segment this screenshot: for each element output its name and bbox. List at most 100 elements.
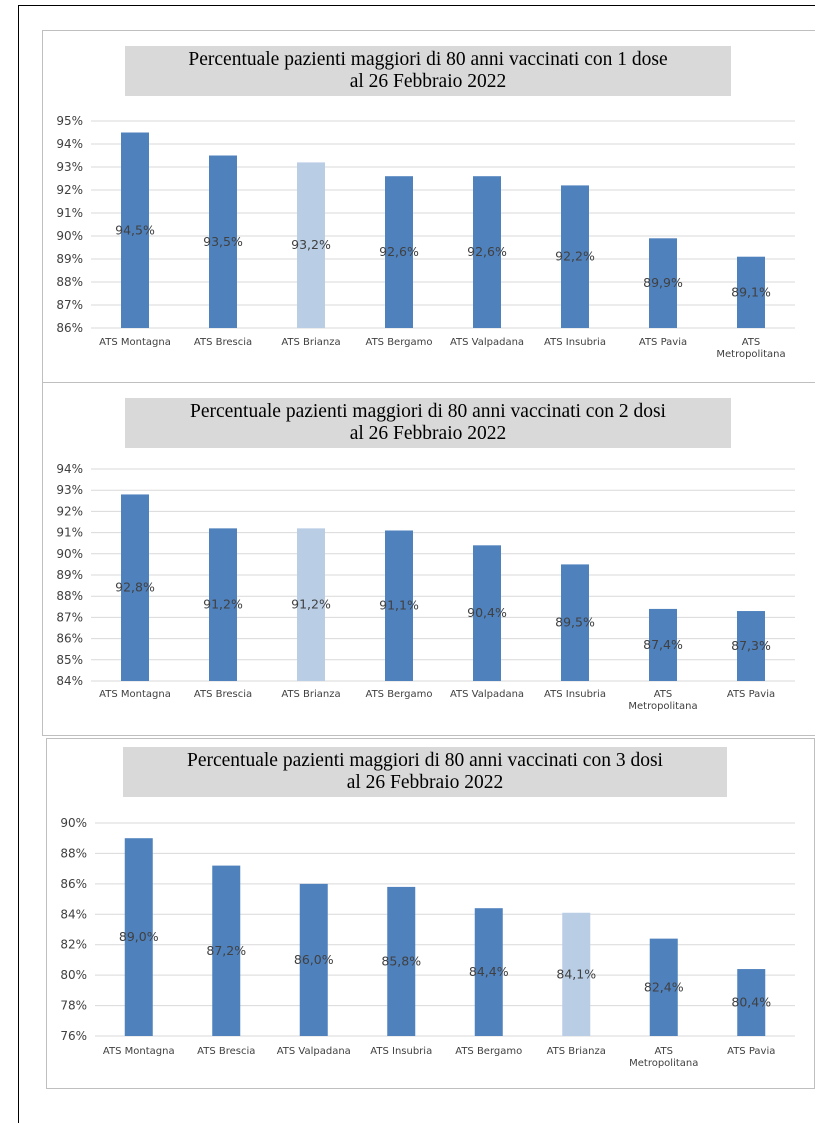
category-label: ATS Valpadana	[450, 337, 524, 348]
bar-chart-1-dose: 86% 87% 88% 89% 90% 91% 92% 93% 94% 95% 94,5% ATS M…	[56, 114, 795, 360]
category-label: Metropolitana	[629, 1058, 698, 1069]
chart-title-line-2: al 26 Febbraio 2022	[349, 71, 507, 92]
y-tick-label: 91%	[56, 526, 83, 540]
category-label: ATS Brescia	[194, 337, 252, 348]
data-label: 86,0%	[294, 952, 334, 967]
y-tick-label: 89%	[56, 568, 83, 582]
data-label: 91,2%	[291, 597, 331, 612]
bar	[387, 886, 416, 1036]
y-tick-label: 91%	[56, 206, 83, 220]
chart-title: Percentuale pazienti maggiori di 80 anni…	[125, 46, 731, 96]
category-label: ATS Pavia	[639, 337, 687, 348]
data-label: 92,6%	[467, 244, 507, 259]
bar	[561, 185, 589, 328]
category-label: ATS Brescia	[194, 689, 252, 700]
chart-panel-2-dosi: Percentuale pazienti maggiori di 80 anni…	[42, 382, 815, 736]
data-label: 91,2%	[203, 597, 243, 612]
data-label: 90,4%	[467, 605, 507, 620]
y-tick-label: 87%	[56, 610, 83, 624]
y-tick-label: 82%	[60, 938, 87, 952]
data-label: 89,5%	[555, 615, 595, 630]
category-label: ATS	[742, 337, 761, 348]
bar	[649, 608, 677, 681]
data-label: 92,6%	[379, 244, 419, 259]
y-tick-label: 94%	[56, 462, 83, 476]
bar	[209, 528, 237, 681]
data-label: 82,4%	[644, 979, 684, 994]
bar	[561, 564, 589, 681]
y-tick-label: 90%	[60, 816, 87, 830]
bar	[649, 938, 678, 1036]
bar-chart-3-dosi: 76% 78% 80% 82% 84% 86% 88% 90% 89,0% ATS Montagn…	[60, 816, 795, 1069]
category-label: ATS Brianza	[547, 1046, 606, 1057]
bar	[473, 176, 501, 328]
category-label: ATS Montagna	[99, 337, 171, 348]
bar	[297, 528, 325, 681]
data-label: 91,1%	[379, 598, 419, 613]
bar	[297, 162, 325, 328]
y-tick-label: 86%	[56, 321, 83, 335]
y-tick-label: 78%	[60, 999, 87, 1013]
chart-title-line-2: al 26 Febbraio 2022	[349, 423, 507, 444]
bar	[562, 912, 591, 1036]
bar	[473, 545, 501, 681]
bar	[737, 256, 765, 328]
data-label: 80,4%	[731, 995, 771, 1010]
bar	[299, 883, 328, 1036]
y-tick-label: 84%	[60, 907, 87, 921]
y-tick-label: 88%	[60, 846, 87, 860]
y-tick-label: 86%	[60, 877, 87, 891]
chart-title-line-1: Percentuale pazienti maggiori di 80 anni…	[187, 750, 663, 771]
data-label: 92,2%	[555, 249, 595, 264]
data-label: 92,8%	[115, 580, 155, 595]
data-label: 87,2%	[206, 943, 246, 958]
y-tick-label: 84%	[56, 674, 83, 688]
y-tick-label: 89%	[56, 252, 83, 266]
category-label: ATS Insubria	[544, 337, 606, 348]
bar	[121, 494, 149, 681]
bar-chart-2-dosi: 84% 85% 86% 87% 88% 89% 90% 91% 92% 93% 94% 92,8% AT…	[56, 462, 795, 712]
category-label: ATS Bergamo	[366, 337, 433, 348]
chart-panel-3-dosi: Percentuale pazienti maggiori di 80 anni…	[46, 738, 815, 1089]
bar	[121, 132, 149, 328]
bar	[385, 530, 413, 681]
y-tick-label: 85%	[56, 653, 83, 667]
bar	[649, 238, 677, 328]
category-label: Metropolitana	[628, 701, 697, 712]
chart-title: Percentuale pazienti maggiori di 80 anni…	[123, 747, 727, 797]
y-tick-label: 86%	[56, 632, 83, 646]
chart-title-line-2: al 26 Febbraio 2022	[346, 772, 504, 793]
y-tick-label: 92%	[56, 183, 83, 197]
y-tick-label: 90%	[56, 229, 83, 243]
y-tick-label: 80%	[60, 968, 87, 982]
chart-title-line-1: Percentuale pazienti maggiori di 80 anni…	[188, 49, 668, 70]
bar	[474, 908, 503, 1036]
y-tick-label: 88%	[56, 589, 83, 603]
data-label: 93,5%	[203, 234, 243, 249]
data-label: 89,0%	[119, 929, 159, 944]
bar	[212, 865, 241, 1036]
data-label: 84,4%	[469, 964, 509, 979]
category-label: ATS Montagna	[99, 689, 171, 700]
y-tick-label: 92%	[56, 504, 83, 518]
category-label: ATS Brianza	[281, 337, 340, 348]
data-label: 87,4%	[643, 637, 683, 652]
data-label: 89,9%	[643, 275, 683, 290]
category-label: ATS Brescia	[197, 1046, 255, 1057]
bar	[737, 969, 766, 1036]
category-label: Metropolitana	[716, 349, 785, 360]
bar	[385, 176, 413, 328]
bar	[737, 611, 765, 681]
category-label: ATS Bergamo	[366, 689, 433, 700]
y-tick-label: 95%	[56, 114, 83, 128]
page-frame	[18, 5, 815, 1123]
chart-panel-1-dose: Percentuale pazienti maggiori di 80 anni…	[42, 30, 815, 384]
data-label: 87,3%	[731, 638, 771, 653]
y-tick-label: 90%	[56, 547, 83, 561]
category-label: ATS Pavia	[727, 1046, 775, 1057]
y-tick-label: 93%	[56, 160, 83, 174]
y-tick-label: 94%	[56, 137, 83, 151]
y-tick-label: 93%	[56, 483, 83, 497]
category-label: ATS Montagna	[103, 1046, 175, 1057]
category-label: ATS	[654, 689, 673, 700]
